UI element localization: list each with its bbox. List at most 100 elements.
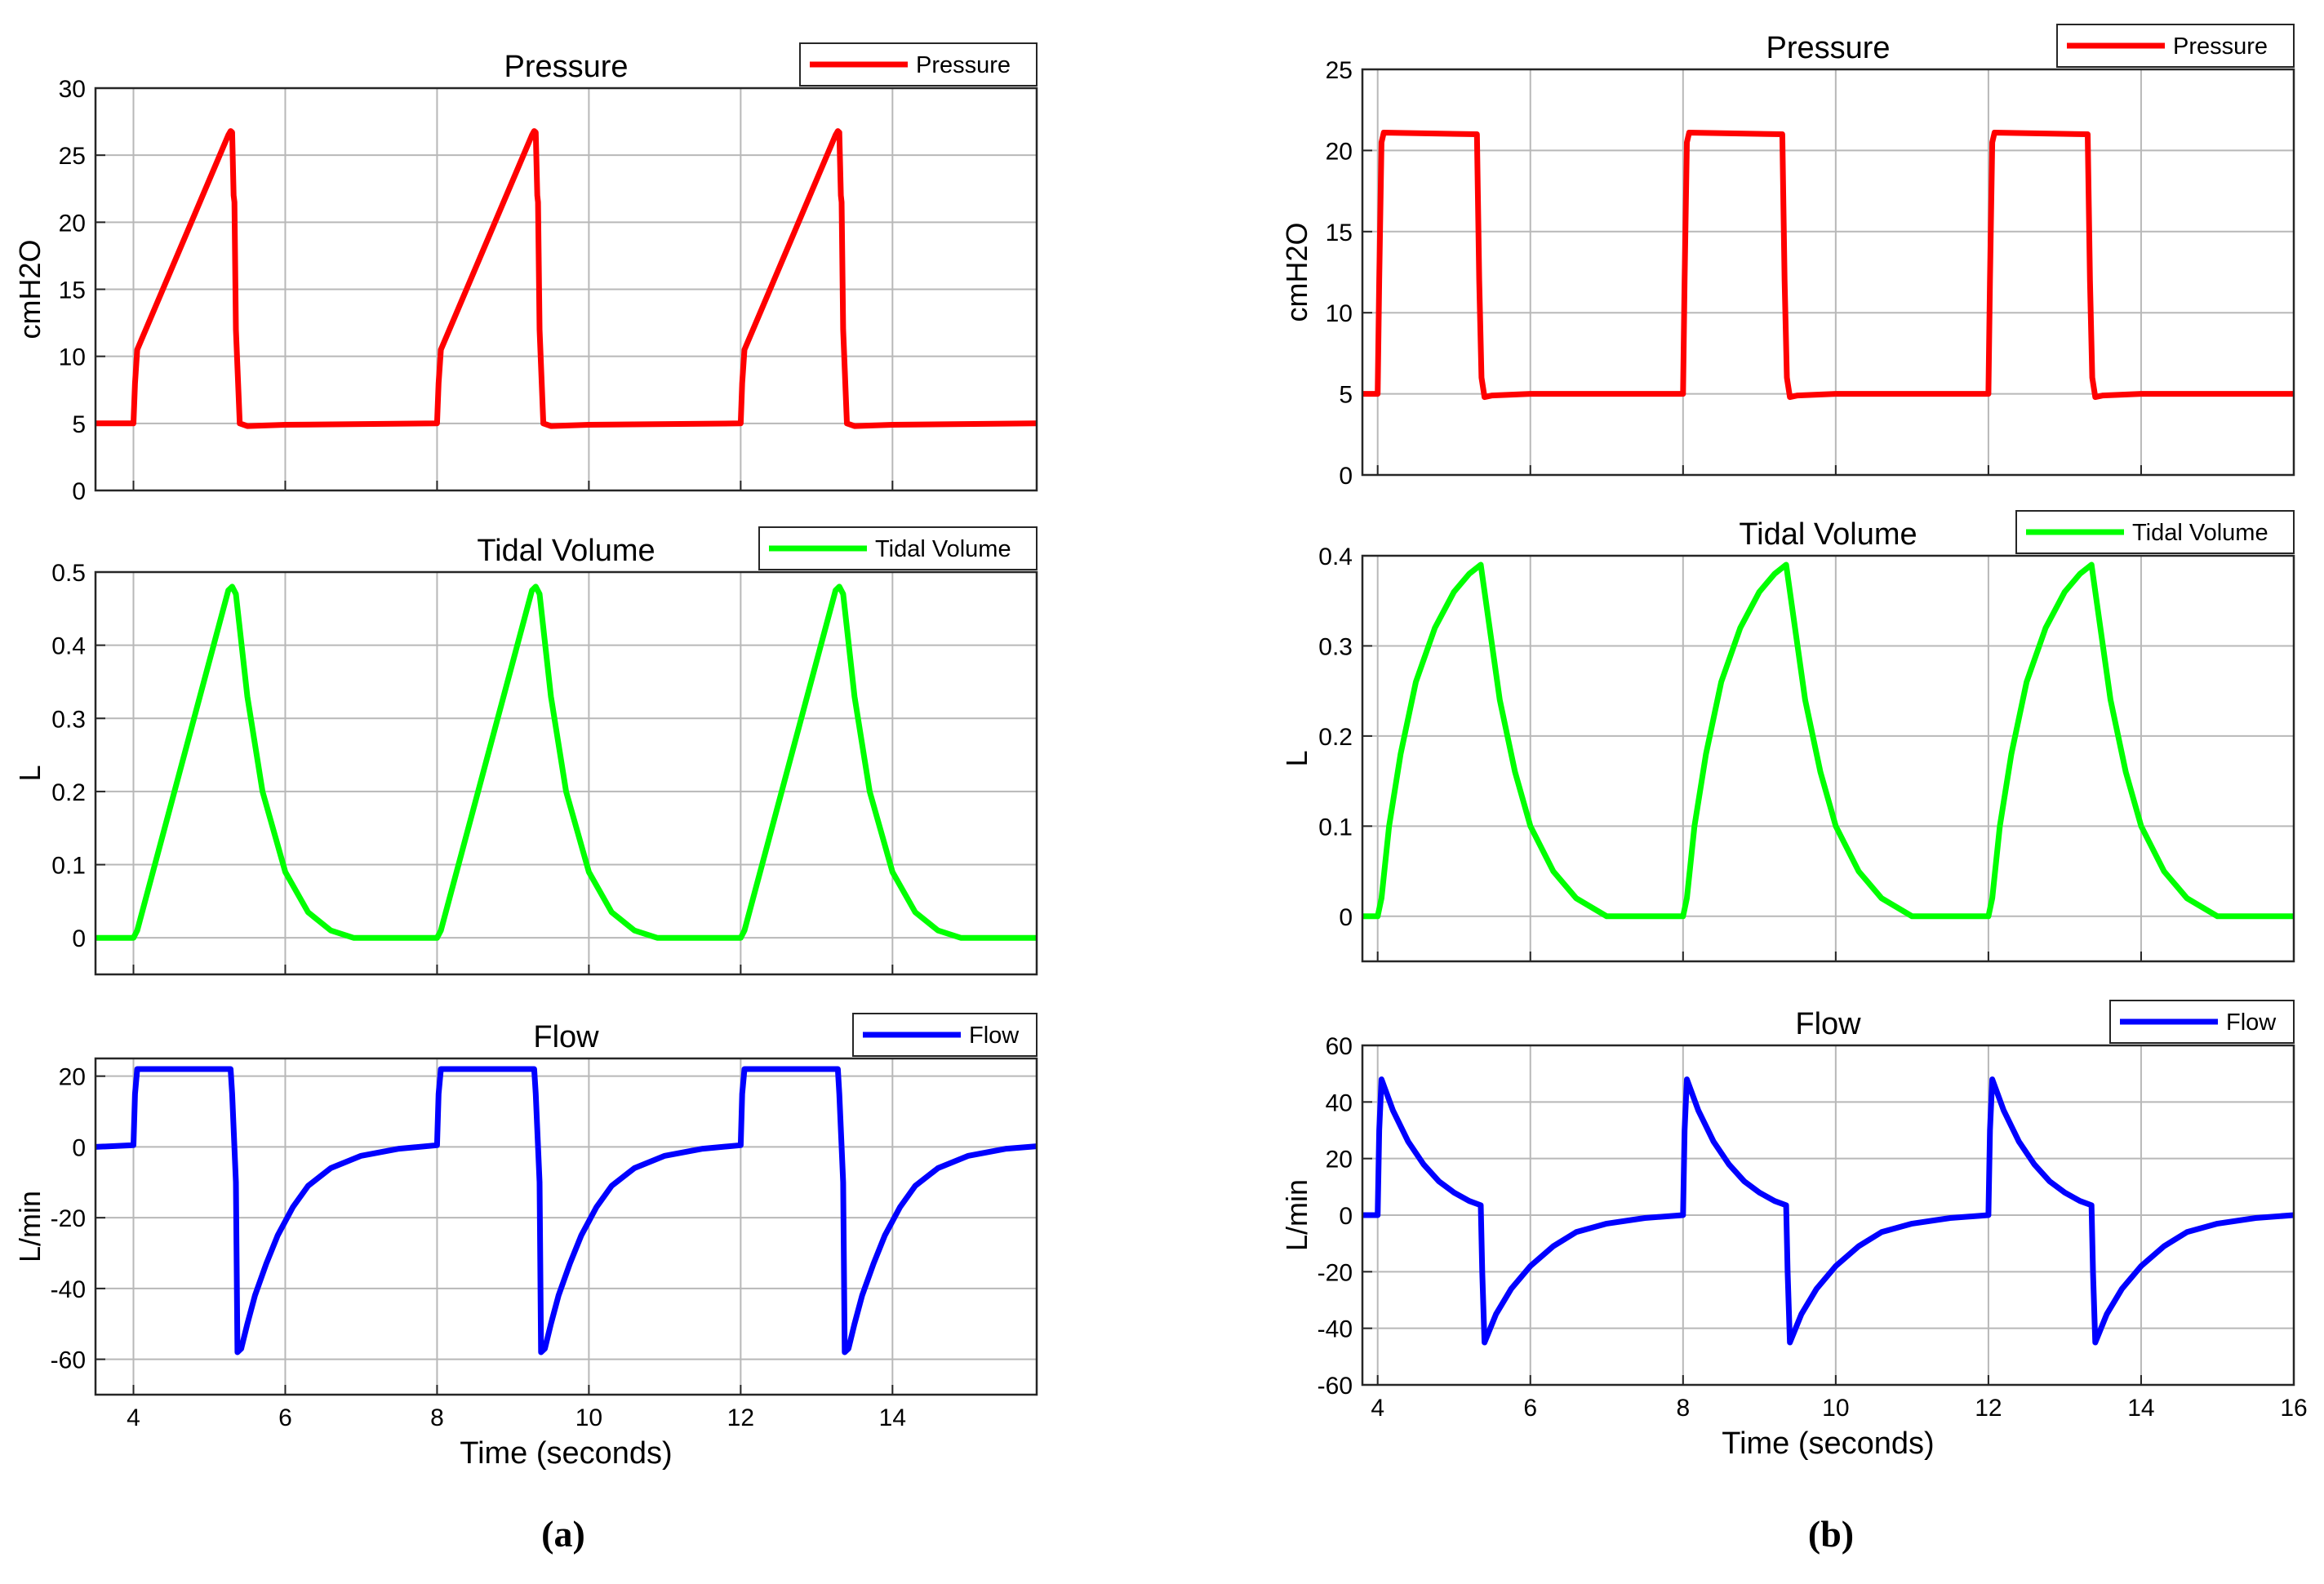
y-tick-label: 0.3 xyxy=(1318,633,1353,660)
series-line-pressure xyxy=(1362,130,2294,401)
y-tick-label: 20 xyxy=(59,210,86,237)
y-tick-label: 0 xyxy=(72,1134,86,1161)
legend: Tidal Volume xyxy=(758,526,1038,570)
legend: Pressure xyxy=(2056,24,2295,68)
plot-area xyxy=(1362,556,2294,961)
x-tick-label: 12 xyxy=(1975,1395,2002,1422)
legend-label: Flow xyxy=(969,1023,1020,1049)
series-line-flow xyxy=(96,1066,1037,1355)
x-tick-label: 14 xyxy=(2127,1395,2154,1422)
chart-a-flow: -60 -40 -20 0 20 4 6 8 10 12 14 Flow L/min Time (seco… xyxy=(13,1013,1038,1471)
chart-title: Tidal Volume xyxy=(1739,517,1917,552)
legend-label: Tidal Volume xyxy=(875,536,1011,562)
panel-label-a: (a) xyxy=(541,1513,585,1555)
y-tick-label: 0.2 xyxy=(51,779,86,806)
y-tick-label: 15 xyxy=(59,277,86,304)
x-tick-label: 8 xyxy=(1676,1395,1690,1422)
y-tick-label: -60 xyxy=(1318,1373,1353,1400)
y-axis-label: L xyxy=(1280,750,1313,766)
series-line-pressure xyxy=(96,128,1037,429)
x-tick-label: 16 xyxy=(2280,1395,2307,1422)
plot-area xyxy=(96,1058,1037,1395)
legend-label: Pressure xyxy=(2173,33,2268,60)
legend-label: Flow xyxy=(2226,1009,2277,1036)
y-tick-label: 0.2 xyxy=(1318,724,1353,751)
legend-label: Pressure xyxy=(916,52,1011,78)
legend: Tidal Volume xyxy=(2015,510,2295,554)
y-tick-label: 20 xyxy=(1326,138,1353,165)
chart-b-pressure: 0 5 10 15 20 25 Pressure cmH2O Pressure xyxy=(1280,24,2295,490)
x-tick-label: 10 xyxy=(575,1404,602,1431)
legend: Flow xyxy=(852,1013,1038,1057)
chart-a-volume: 0 0.1 0.2 0.3 0.4 0.5 Tidal Volume L Tidal Volum… xyxy=(13,526,1038,976)
plot-area xyxy=(96,572,1037,974)
y-tick-label: 0.1 xyxy=(51,853,86,880)
y-tick-label: -40 xyxy=(51,1276,86,1303)
y-tick-label: 10 xyxy=(1326,300,1353,327)
y-tick-label: 0.1 xyxy=(1318,814,1353,841)
axes-box xyxy=(1361,1044,2295,1387)
x-tick-label: 8 xyxy=(430,1404,444,1431)
y-axis-label: L/min xyxy=(13,1191,47,1262)
chart-title: Flow xyxy=(533,1020,599,1054)
axes-box xyxy=(1361,68,2295,477)
legend: Flow xyxy=(2109,1000,2295,1044)
y-tick-label: 25 xyxy=(1326,57,1353,84)
y-tick-label: 0 xyxy=(1339,1203,1353,1230)
legend: Pressure xyxy=(799,42,1038,87)
series-line-tidal-volume xyxy=(1362,561,2294,920)
y-tick-label: 30 xyxy=(59,76,86,103)
y-axis-label: cmH2O xyxy=(13,239,47,339)
y-tick-label: 0.4 xyxy=(51,633,86,660)
y-tick-label: -60 xyxy=(51,1347,86,1374)
chart-b-volume: 0 0.1 0.2 0.3 0.4 Tidal Volume L Tidal Volume xyxy=(1280,510,2295,963)
y-tick-label: 20 xyxy=(1326,1147,1353,1174)
x-tick-label: 12 xyxy=(727,1404,754,1431)
x-tick-label: 4 xyxy=(127,1404,140,1431)
x-tick-label: 6 xyxy=(1523,1395,1537,1422)
x-tick-label: 4 xyxy=(1371,1395,1384,1422)
y-tick-label: 0.5 xyxy=(51,560,86,587)
y-tick-label: 0 xyxy=(1339,904,1353,931)
y-tick-label: 60 xyxy=(1326,1033,1353,1060)
chart-title: Pressure xyxy=(504,50,628,84)
panel-label-b: (b) xyxy=(1808,1513,1854,1555)
y-axis-label: L xyxy=(13,765,47,781)
y-tick-label: 20 xyxy=(59,1064,86,1091)
y-tick-label: -40 xyxy=(1318,1316,1353,1343)
y-tick-label: 40 xyxy=(1326,1089,1353,1116)
chart-title: Pressure xyxy=(1766,31,1890,65)
legend-label: Tidal Volume xyxy=(2132,520,2268,546)
y-tick-label: 0.3 xyxy=(51,706,86,733)
x-tick-label: 6 xyxy=(278,1404,292,1431)
x-axis-label: Time (seconds) xyxy=(460,1436,672,1471)
y-tick-label: 15 xyxy=(1326,220,1353,246)
chart-a-pressure: 0 5 10 15 20 25 30 Pressure cmH2O Pressure xyxy=(13,42,1038,505)
y-tick-label: 0.4 xyxy=(1318,544,1353,570)
plot-area xyxy=(1362,69,2294,475)
y-tick-label: 0 xyxy=(72,478,86,505)
y-axis-label: L/min xyxy=(1280,1179,1313,1251)
y-tick-label: 5 xyxy=(1339,382,1353,409)
axes-box xyxy=(94,87,1038,492)
series-line-tidal-volume xyxy=(96,583,1037,941)
y-tick-label: 5 xyxy=(72,411,86,438)
y-tick-label: 0 xyxy=(72,925,86,952)
x-tick-label: 10 xyxy=(1822,1395,1849,1422)
chart-title: Tidal Volume xyxy=(477,534,655,568)
axes-box xyxy=(1361,554,2295,963)
x-tick-label: 14 xyxy=(879,1404,906,1431)
axes-box xyxy=(94,1057,1038,1396)
chart-title: Flow xyxy=(1795,1007,1861,1041)
chart-b-flow: -60 -40 -20 0 20 40 60 4 6 8 10 12 14 16 Flow L/min Time… xyxy=(1280,1000,2308,1461)
y-tick-label: 10 xyxy=(59,344,86,371)
axes-box xyxy=(94,570,1038,976)
y-tick-label: 0 xyxy=(1339,463,1353,490)
x-axis-label: Time (seconds) xyxy=(1722,1426,1934,1461)
y-tick-label: -20 xyxy=(1318,1259,1353,1286)
y-tick-label: -20 xyxy=(51,1205,86,1232)
y-tick-label: 25 xyxy=(59,143,86,170)
series-line-flow xyxy=(1362,1076,2294,1346)
y-axis-label: cmH2O xyxy=(1280,222,1313,322)
